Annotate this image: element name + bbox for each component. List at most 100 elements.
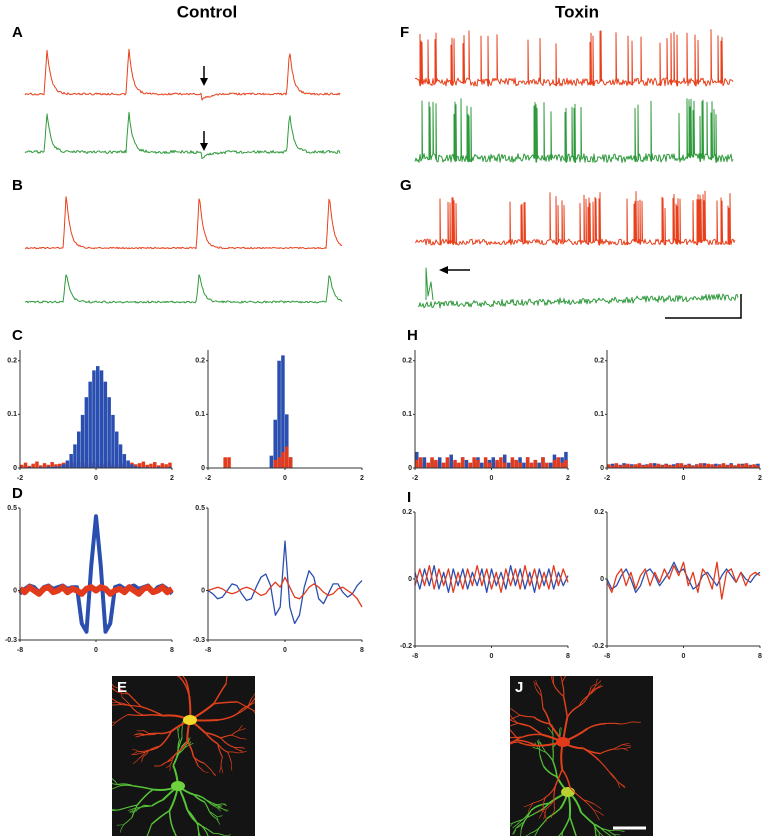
dendrite xyxy=(567,668,570,674)
bar xyxy=(126,460,130,468)
dendrite xyxy=(594,678,598,687)
plot xyxy=(207,540,363,625)
dendrite xyxy=(557,667,560,674)
dendrite xyxy=(131,751,139,756)
dendrite xyxy=(120,824,125,833)
x-tick-label: -8 xyxy=(604,653,610,660)
dendrite xyxy=(182,676,187,681)
dendrite xyxy=(167,655,171,661)
bar xyxy=(168,462,172,468)
bar xyxy=(281,355,285,468)
line xyxy=(414,564,569,594)
dendrite xyxy=(230,745,239,749)
bar xyxy=(645,464,649,468)
dendrite xyxy=(140,705,164,717)
dendrite xyxy=(231,730,239,736)
dendrite xyxy=(165,654,171,661)
dendrite xyxy=(569,787,584,801)
dendrite xyxy=(136,729,143,732)
bar xyxy=(27,466,32,468)
dendrite xyxy=(519,832,522,836)
dendrite xyxy=(141,805,152,808)
bar xyxy=(626,463,630,468)
dendrite xyxy=(552,760,558,777)
dendrite xyxy=(569,816,577,836)
dendrite xyxy=(232,653,239,665)
bar xyxy=(84,397,89,468)
dendrite xyxy=(262,697,270,700)
bar xyxy=(564,459,568,468)
bar xyxy=(733,465,737,468)
bar xyxy=(714,465,718,468)
bar xyxy=(145,464,149,468)
bar xyxy=(652,465,657,468)
bar xyxy=(483,457,488,468)
bar xyxy=(418,457,423,468)
dendrite xyxy=(488,739,495,745)
dendrite xyxy=(148,732,159,736)
dendrite xyxy=(615,829,624,832)
dendrite xyxy=(258,689,265,694)
dendrite xyxy=(608,770,618,782)
dendrite xyxy=(501,748,505,754)
dendrite xyxy=(553,665,555,673)
dendrite xyxy=(588,686,596,696)
dendrite xyxy=(231,734,241,739)
dendrite xyxy=(220,766,224,774)
dendrite xyxy=(517,722,531,727)
x-tick-label: 8 xyxy=(360,647,364,654)
dendrite xyxy=(112,721,117,727)
line xyxy=(606,561,761,594)
bar xyxy=(514,459,518,468)
bar xyxy=(92,370,96,468)
bar xyxy=(729,464,733,468)
dendrite xyxy=(100,774,108,776)
dendrite xyxy=(123,817,133,825)
dendrite xyxy=(237,701,254,711)
bar xyxy=(460,457,465,468)
y-tick-label: 0.2 xyxy=(7,358,17,365)
dendrite xyxy=(550,810,555,818)
dendrite xyxy=(527,802,534,813)
x-tick-label: -2 xyxy=(17,475,23,482)
bar xyxy=(223,457,227,468)
dendrite xyxy=(177,739,180,750)
bar xyxy=(23,462,28,468)
dendrite xyxy=(529,725,543,736)
dendrite xyxy=(533,681,539,688)
dendrite xyxy=(536,808,547,813)
dendrite xyxy=(551,676,555,686)
dendrite xyxy=(605,722,622,725)
dendrite xyxy=(512,824,518,829)
panel-label: H xyxy=(407,327,418,344)
bar xyxy=(518,462,522,468)
trace xyxy=(415,190,736,246)
dendrite xyxy=(103,789,110,790)
dendrite xyxy=(496,737,508,738)
dendrite xyxy=(223,834,231,836)
dendrite xyxy=(116,824,124,826)
dendrite xyxy=(214,803,223,809)
dendrite xyxy=(593,823,597,835)
dendrite xyxy=(116,691,129,695)
bar xyxy=(679,463,684,468)
x-tick-label: 8 xyxy=(170,647,174,654)
dendrite xyxy=(229,640,232,650)
dendrite xyxy=(500,716,505,721)
dendrite xyxy=(112,684,115,687)
dendrite xyxy=(99,703,108,705)
dendrite xyxy=(218,713,238,721)
dendrite xyxy=(622,744,631,747)
dendrite xyxy=(542,765,558,778)
dendrite xyxy=(512,827,517,835)
panel-label: B xyxy=(12,177,23,194)
bar xyxy=(629,465,634,468)
dendrite xyxy=(113,686,129,695)
y-tick-label: 0.2 xyxy=(594,358,604,365)
dendrite xyxy=(236,705,249,715)
dendrite xyxy=(510,714,521,721)
dendrite xyxy=(178,747,185,755)
bar xyxy=(39,466,43,468)
dendrite xyxy=(612,833,621,836)
